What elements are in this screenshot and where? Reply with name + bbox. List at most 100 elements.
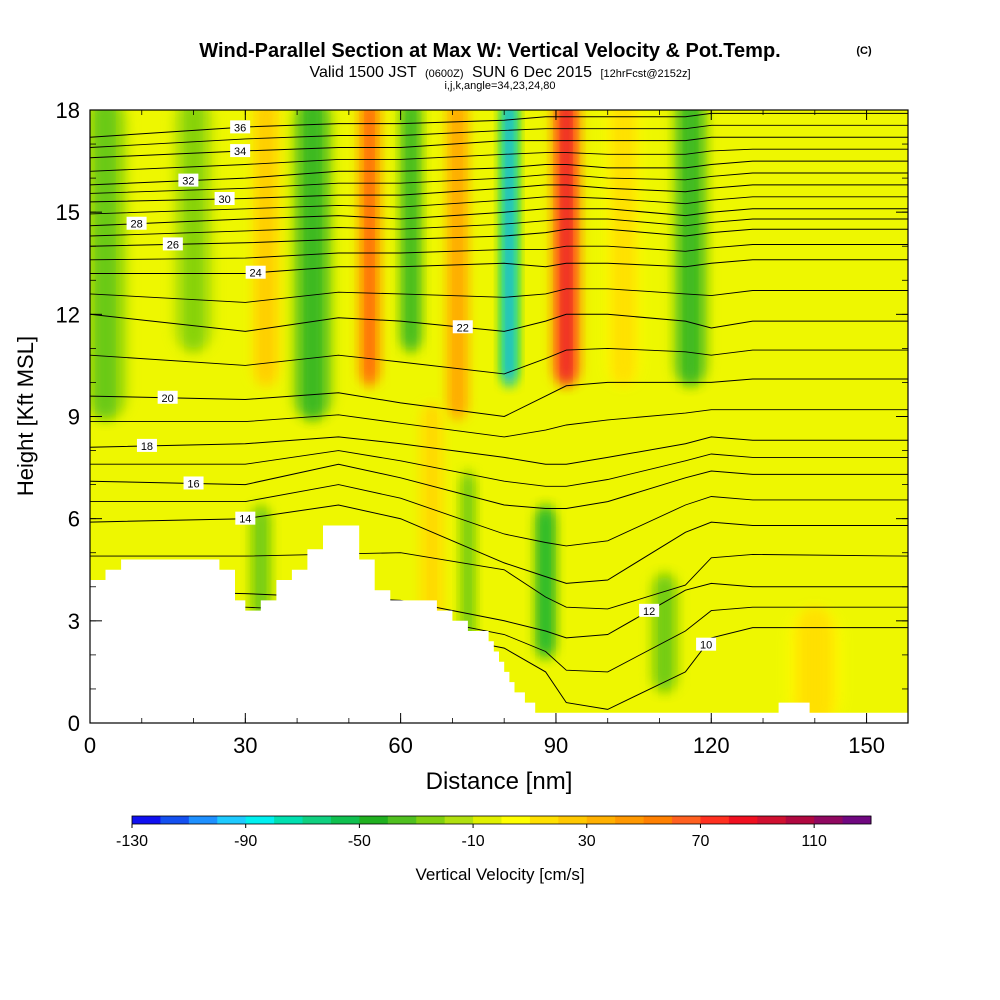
colorbar-tick-label: 110 <box>801 833 827 850</box>
colorbar-swatch <box>160 816 190 824</box>
colorbar-swatch <box>558 816 588 824</box>
colorbar-tick-label: -50 <box>348 833 371 850</box>
colorbar-swatch <box>444 816 474 824</box>
copyright-mark: (C) <box>856 45 872 57</box>
y-tick-label: 9 <box>68 405 80 430</box>
colorbar-swatch <box>615 816 645 824</box>
theta-contour-34 <box>90 136 908 159</box>
velocity-region <box>543 508 549 655</box>
theta-contour-18 <box>90 436 908 465</box>
contour-label-box <box>157 390 178 404</box>
colorbar-swatch <box>473 816 502 824</box>
colorbar-swatch <box>387 816 417 824</box>
contour-label-16: 16 <box>187 478 199 490</box>
velocity-region <box>563 110 570 383</box>
contour-label-22: 22 <box>457 322 469 334</box>
theta-contour-32 <box>90 160 908 186</box>
velocity-region <box>686 110 695 383</box>
theta-contour-intermediate <box>90 172 908 194</box>
terrain <box>90 525 908 723</box>
colorbar-swatch <box>757 816 787 824</box>
contour-label-18: 18 <box>141 441 153 453</box>
y-tick-label: 18 <box>56 98 80 123</box>
theta-contour-intermediate <box>90 409 908 438</box>
y-tick-label: 15 <box>56 200 80 225</box>
contour-label-box <box>126 216 147 230</box>
contour-label-box <box>696 637 717 651</box>
contour-label-box <box>230 144 251 158</box>
colorbar-tick-label: 30 <box>578 833 596 850</box>
subtitle-forecast: [12hrFcst@2152z] <box>600 68 690 80</box>
subtitle-date: SUN 6 Dec 2015 <box>472 64 592 81</box>
contour-label-10: 10 <box>700 640 712 652</box>
contour-label-32: 32 <box>182 176 194 188</box>
colorbar-tick-label: -90 <box>234 833 257 850</box>
terrain-fill <box>90 525 908 723</box>
contour-label-28: 28 <box>130 219 142 231</box>
velocity-region <box>619 110 628 383</box>
contour-label-box <box>136 438 157 452</box>
colorbar-swatch <box>359 816 389 824</box>
velocity-region <box>454 110 461 417</box>
contour-label-box <box>162 237 183 251</box>
colorbar-swatch <box>643 816 673 824</box>
theta-contour-intermediate <box>90 124 908 148</box>
colorbar-swatch <box>728 816 758 824</box>
theta-contour-intermediate <box>90 347 908 375</box>
colorbar-tick-label: -130 <box>116 833 148 850</box>
colorbar-swatch <box>842 816 872 824</box>
theta-contour-intermediate <box>90 288 908 303</box>
colorbar-frame <box>131 815 872 825</box>
velocity-region <box>366 110 373 383</box>
theta-contour-intermediate <box>90 484 908 547</box>
y-tick-label: 0 <box>68 711 80 736</box>
contour-label-box <box>178 173 199 187</box>
colorbar-label: Vertical Velocity [cm/s] <box>415 865 584 884</box>
velocity-region <box>507 110 512 383</box>
theta-contour-14 <box>90 504 908 584</box>
contour-label-26: 26 <box>167 239 179 251</box>
contour-label-24: 24 <box>250 268 262 280</box>
theta-contour-26 <box>90 228 908 247</box>
contour-label-12: 12 <box>643 606 655 618</box>
x-tick-label: 30 <box>233 733 257 758</box>
velocity-region <box>189 110 199 349</box>
velocity-field <box>90 110 841 723</box>
theta-contour-intermediate <box>90 218 908 237</box>
theta-contour-intermediate <box>90 450 908 487</box>
velocity-region <box>308 110 318 417</box>
theta-contour-intermediate <box>90 244 908 261</box>
x-tick-label: 150 <box>848 733 885 758</box>
colorbar-swatch <box>700 816 730 824</box>
colorbar-swatch <box>785 816 815 824</box>
colorbar-swatch <box>274 816 304 824</box>
contour-label-36: 36 <box>234 122 246 134</box>
x-tick-label: 120 <box>693 733 730 758</box>
x-axis-label: Distance [nm] <box>426 768 573 795</box>
contour-label-box <box>245 265 266 279</box>
velocity-region <box>429 406 435 655</box>
velocity-region <box>465 474 470 655</box>
velocity-region <box>258 508 264 621</box>
x-tick-label: 90 <box>544 733 568 758</box>
velocity-region <box>262 110 270 383</box>
y-tick-label: 3 <box>68 609 80 634</box>
velocity-region <box>408 110 414 349</box>
colorbar-tick-label: -10 <box>462 833 485 850</box>
colorbar-swatch <box>217 816 247 824</box>
chart-subtitle-indices: i,j,k,angle=34,23,24,80 <box>444 80 555 92</box>
contour-label-box <box>235 511 256 525</box>
colorbar-swatch <box>586 816 616 824</box>
theta-contour-22 <box>90 313 908 332</box>
colorbar-swatch <box>330 816 360 824</box>
colorbar-swatch <box>416 816 446 824</box>
chart-subtitle: Valid 1500 JST (0600Z) SUN 6 Dec 2015 [1… <box>309 64 690 81</box>
theta-contour-28 <box>90 208 908 227</box>
chart-title: Wind-Parallel Section at Max W: Vertical… <box>199 40 780 62</box>
theta-contour-labels: 10 12 14 16 18 20 22 24 26 28 30 32 34 36 <box>126 120 717 652</box>
contour-label-box <box>639 603 660 617</box>
colorbar-swatch <box>672 816 701 824</box>
contour-label-box <box>183 476 204 490</box>
velocity-region <box>100 110 111 417</box>
